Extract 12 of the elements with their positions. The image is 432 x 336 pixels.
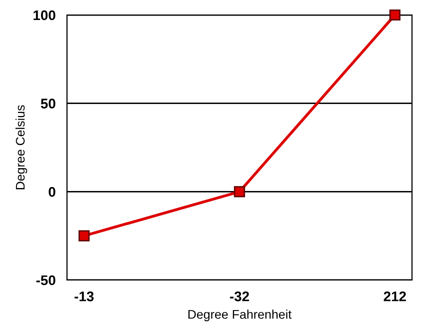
x-tick-label: -32 [230,291,249,302]
x-axis-title: Degree Fahrenheit [188,310,292,322]
x-tick-label: -13 [74,291,94,302]
point [234,186,246,198]
y-tick-label: 100 [34,10,56,20]
y-tick-label: -50 [36,275,56,286]
y-tick-label: 0 [48,187,56,197]
x-tick-label: 212 [384,291,406,302]
y-axis-title: Degree Celsius [16,105,28,190]
point [78,230,90,242]
point [389,9,400,21]
y-tick-label: 50 [40,98,56,109]
